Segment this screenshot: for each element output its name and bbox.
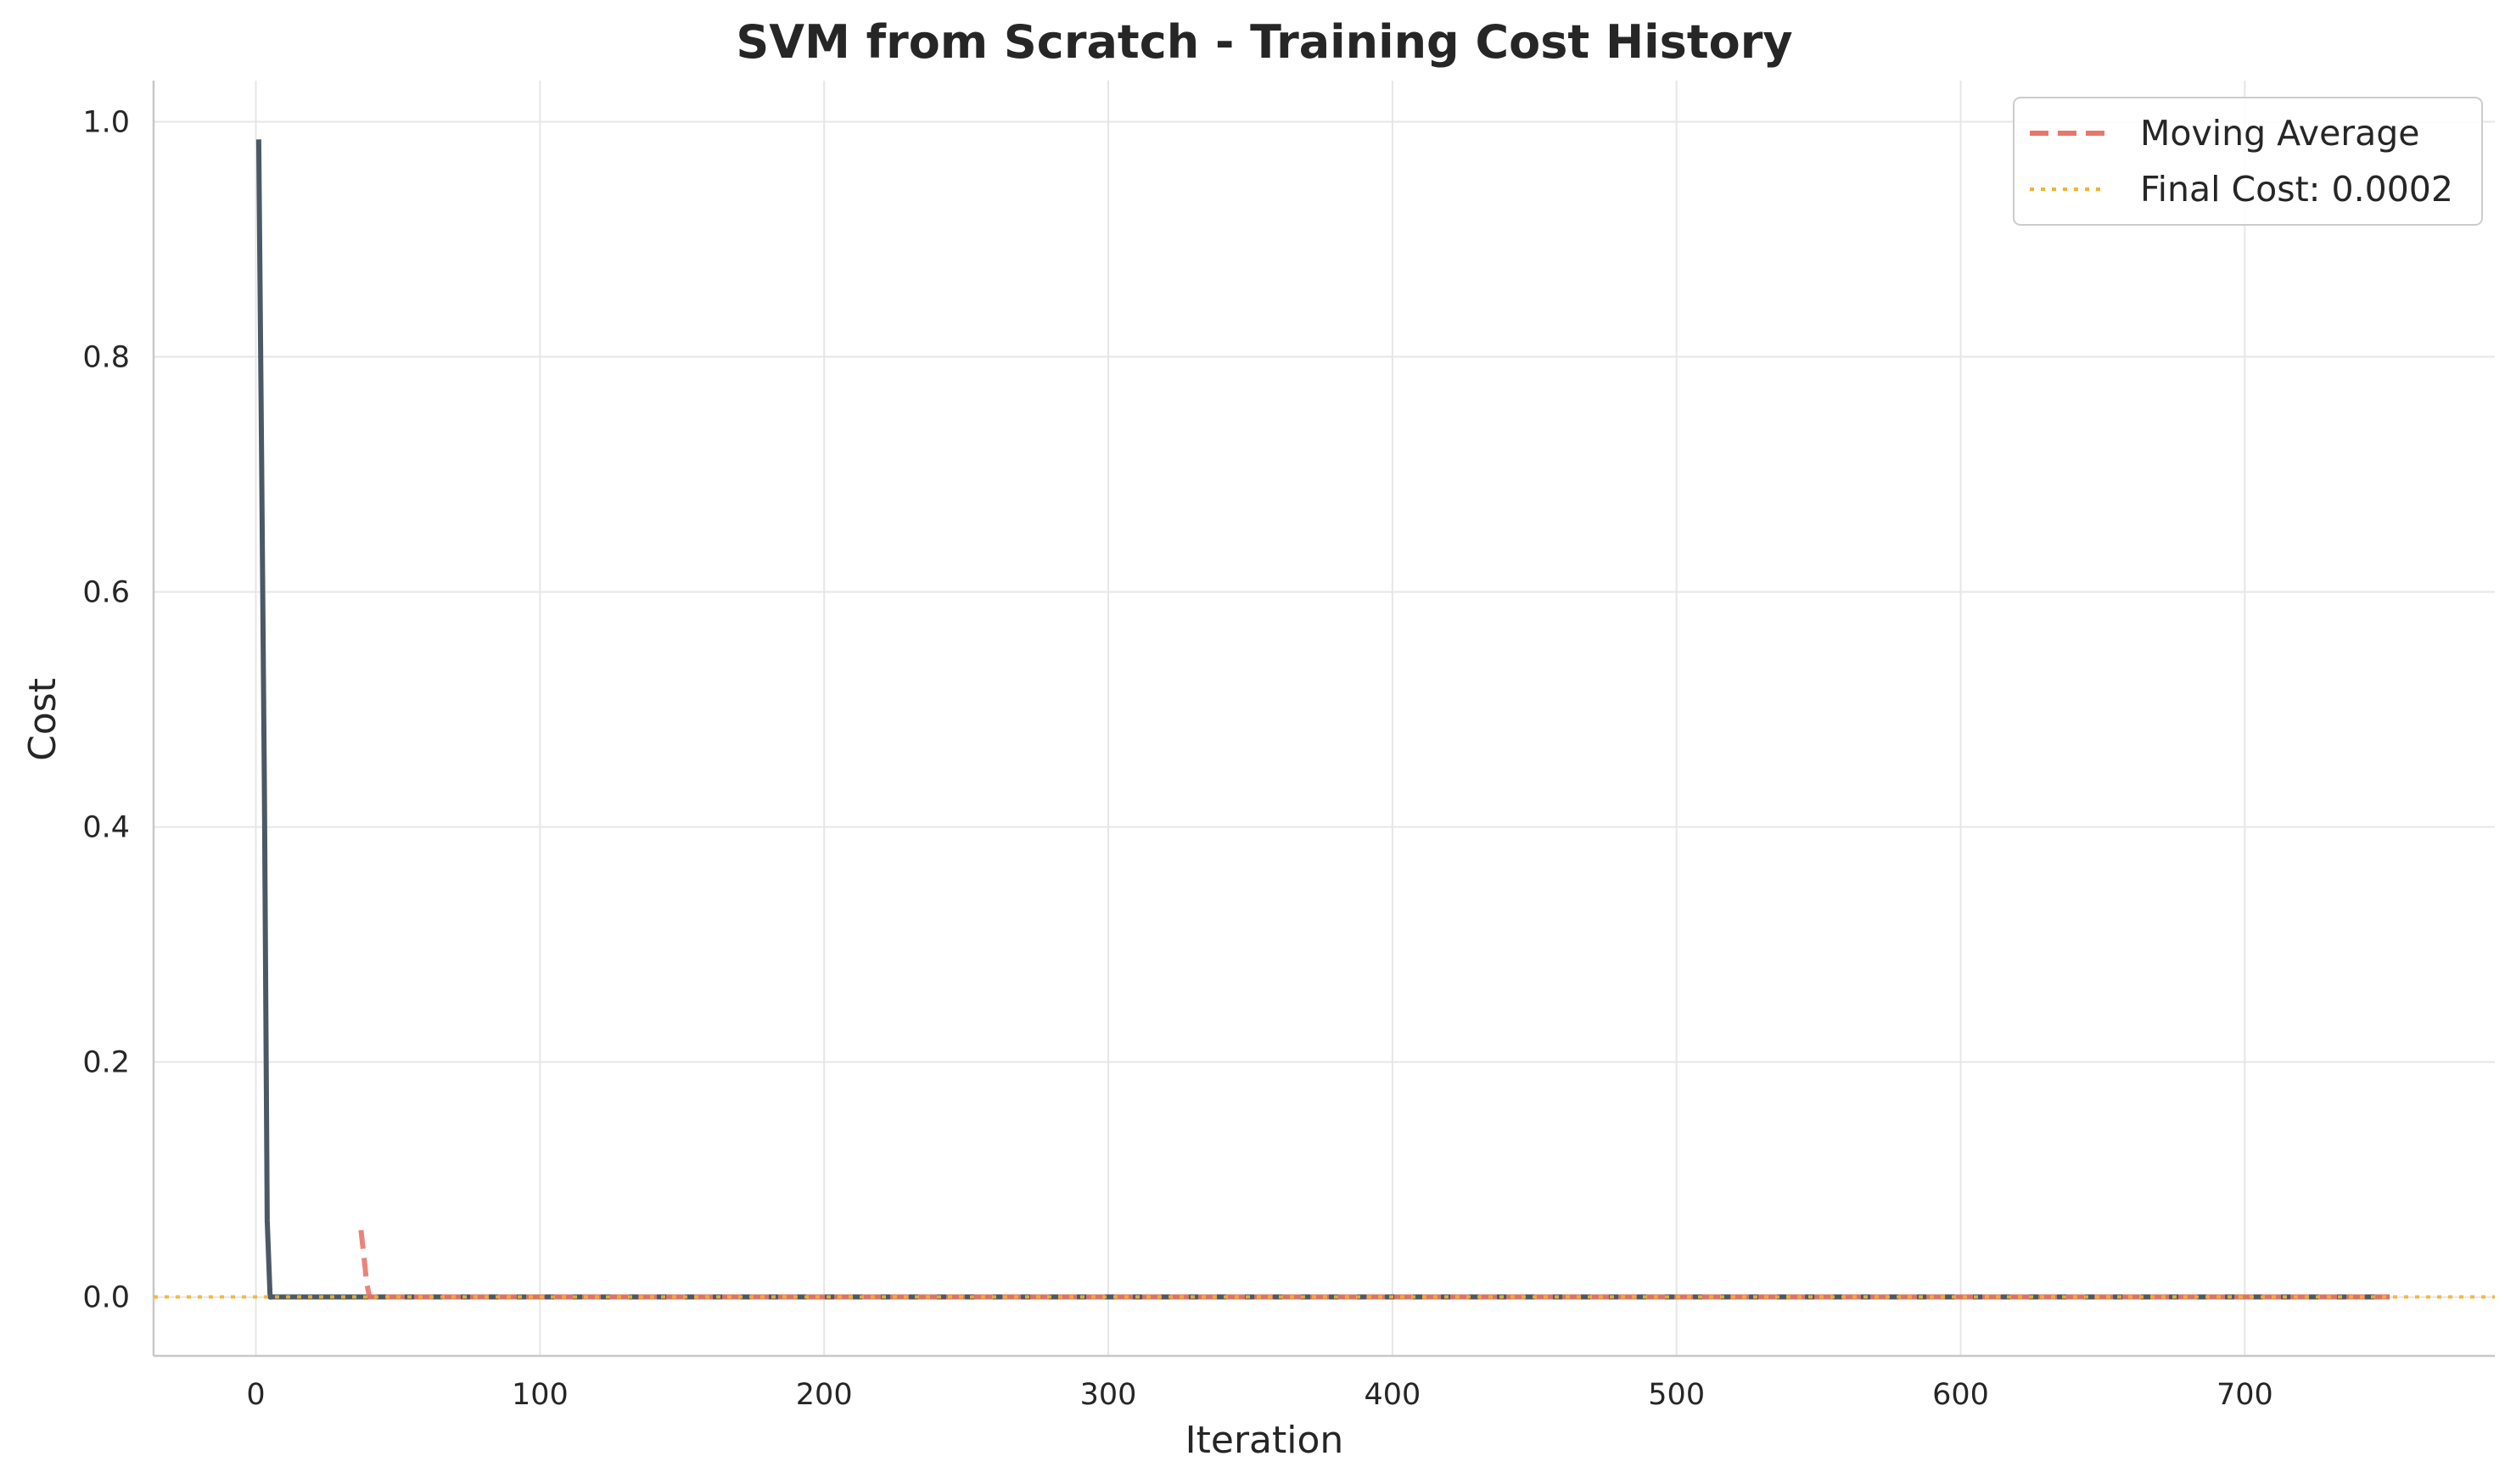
legend-box (2013, 97, 2483, 226)
series-line-moving-average (358, 1229, 2390, 1300)
chart-title: SVM from Scratch - Training Cost History (736, 15, 1792, 69)
axes-spines (152, 81, 2495, 1358)
y-tick-label: 1.0 (82, 105, 130, 139)
x-tick-label: 0 (246, 1378, 265, 1412)
x-tick-label: 400 (1364, 1378, 1421, 1412)
y-tick-label: 0.8 (82, 341, 130, 375)
legend-label-final-cost: Final Cost: 0.0002 (2140, 169, 2453, 210)
x-tick-label: 100 (512, 1378, 569, 1412)
x-tick-label: 200 (796, 1378, 853, 1412)
x-tick-label: 500 (1648, 1378, 1705, 1412)
y-tick-label: 0.6 (82, 576, 130, 610)
tick-labels: 0 100 200 300 400 500 600 700 0.0 0.2 0.4 0.6 0.8 1.0 (82, 105, 2272, 1412)
y-tick-label: 0.2 (82, 1046, 130, 1080)
y-axis-label: Cost (21, 678, 64, 761)
legend: Moving Average Final Cost: 0.0002 (2013, 97, 2483, 226)
x-axis-label: Iteration (1185, 1419, 1344, 1462)
x-tick-label: 700 (2216, 1378, 2273, 1412)
y-tick-label: 0.0 (82, 1281, 130, 1315)
x-tick-label: 600 (1932, 1378, 1989, 1412)
plot-area (154, 139, 2495, 1300)
legend-label-moving-average: Moving Average (2140, 113, 2420, 154)
y-tick-label: 0.4 (82, 811, 130, 845)
x-tick-label: 300 (1080, 1378, 1137, 1412)
